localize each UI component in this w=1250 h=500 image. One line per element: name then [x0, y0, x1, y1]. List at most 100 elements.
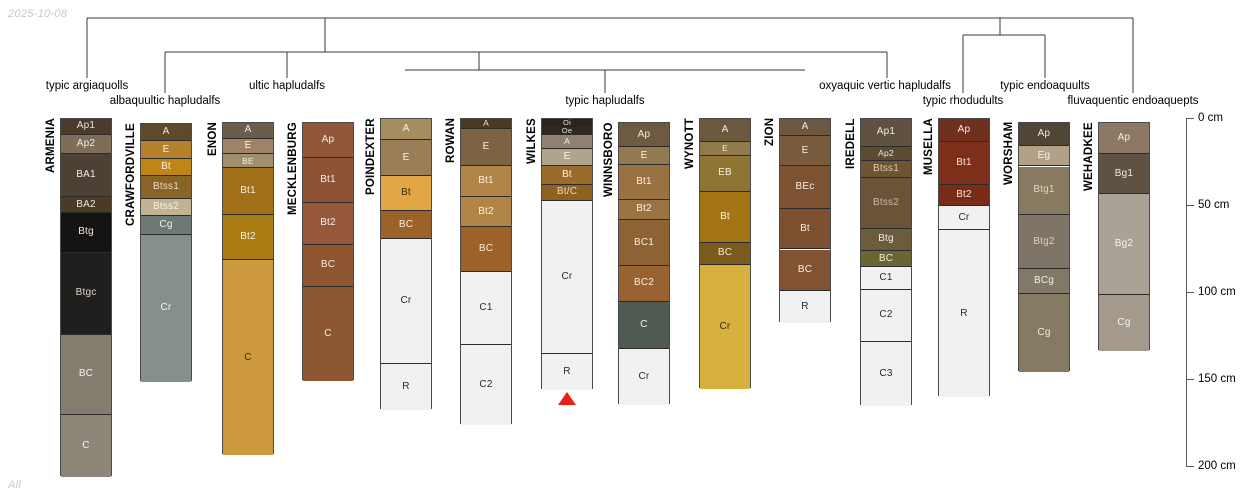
horizon-bc[interactable]: BC — [61, 334, 111, 415]
horizon-bg1[interactable]: Bg1 — [1099, 154, 1149, 195]
horizon-e[interactable]: E — [780, 136, 830, 166]
profile-column[interactable]: Oi Oe A E Bt Bt/C Cr R — [541, 118, 593, 391]
horizon-ba1[interactable]: BA1 — [61, 153, 111, 198]
horizon-e[interactable]: E — [461, 129, 511, 166]
horizon-btg1[interactable]: Btg1 — [1019, 166, 1069, 216]
horizon-oi[interactable]: Oi — [542, 119, 592, 128]
horizon-ap[interactable]: Ap — [619, 123, 669, 148]
horizon-cr[interactable]: Cr — [141, 235, 191, 382]
profile-column[interactable]: Ap1 Ap2 BA1 BA2 Btg Btgc BC C — [60, 118, 112, 478]
horizon-c2[interactable]: C2 — [461, 345, 511, 426]
horizon-cr[interactable]: Cr — [619, 349, 669, 405]
horizon-c2[interactable]: C2 — [861, 289, 911, 342]
horizon-c1[interactable]: C1 — [461, 272, 511, 346]
horizon-bt[interactable]: Bt — [700, 192, 750, 243]
horizon-c[interactable]: C — [619, 302, 669, 350]
horizon-btss2[interactable]: Btss2 — [141, 198, 191, 217]
horizon-bt2[interactable]: Bt2 — [461, 197, 511, 227]
horizon-bt2[interactable]: Bt2 — [939, 185, 989, 206]
horizon-bc[interactable]: BC — [303, 244, 353, 287]
profile-column[interactable]: Ap Eg Btg1 Btg2 BCg Cg — [1018, 122, 1070, 372]
horizon-r[interactable]: R — [542, 353, 592, 391]
horizon-bc1[interactable]: BC1 — [619, 220, 669, 266]
horizon-btg[interactable]: Btg — [861, 228, 911, 252]
profile-column[interactable]: A E Bt Btss1 Btss2 Cg Cr — [140, 123, 192, 382]
horizon-bc[interactable]: BC — [780, 249, 830, 292]
horizon-e[interactable]: E — [619, 147, 669, 165]
horizon-btss1[interactable]: Btss1 — [141, 176, 191, 199]
horizon-c1[interactable]: C1 — [861, 266, 911, 290]
horizon-a[interactable]: A — [780, 119, 830, 137]
horizon-r[interactable]: R — [939, 230, 989, 398]
profile-column[interactable]: Ap1 Ap2 Btss1 Btss2 Btg BC C1 C2 C3 — [860, 118, 912, 407]
horizon-a[interactable]: A — [461, 119, 511, 130]
horizon-btgc[interactable]: Btgc — [61, 252, 111, 335]
horizon-c[interactable]: C — [303, 286, 353, 381]
horizon-a[interactable]: A — [542, 134, 592, 149]
horizon-bt2[interactable]: Bt2 — [619, 199, 669, 221]
horizon-bt1[interactable]: Bt1 — [223, 168, 273, 216]
horizon-bc[interactable]: BC — [381, 211, 431, 240]
horizon-eg[interactable]: Eg — [1019, 145, 1069, 167]
horizon-a[interactable]: A — [700, 119, 750, 142]
profile-column[interactable]: A E EB Bt BC Cr — [699, 118, 751, 389]
horizon-e[interactable]: E — [542, 148, 592, 166]
horizon-btc[interactable]: Bt/C — [542, 185, 592, 201]
horizon-ap1[interactable]: Ap1 — [861, 119, 911, 147]
horizon-btss2[interactable]: Btss2 — [861, 178, 911, 229]
horizon-cg[interactable]: Cg — [1019, 293, 1069, 372]
horizon-ap1[interactable]: Ap1 — [61, 119, 111, 135]
profile-column[interactable]: Ap Bt1 Bt2 Cr R — [938, 118, 990, 398]
horizon-ap[interactable]: Ap — [1019, 123, 1069, 146]
horizon-bt[interactable]: Bt — [381, 176, 431, 212]
horizon-a[interactable]: A — [223, 123, 273, 139]
horizon-bt1[interactable]: Bt1 — [303, 157, 353, 204]
horizon-cr[interactable]: Cr — [700, 265, 750, 389]
horizon-bt1[interactable]: Bt1 — [619, 164, 669, 200]
horizon-e[interactable]: E — [700, 141, 750, 156]
horizon-oe[interactable]: Oe — [542, 127, 592, 135]
horizon-bec[interactable]: BEc — [780, 165, 830, 210]
profile-column[interactable]: A E BEc Bt BC R — [779, 118, 831, 323]
horizon-e[interactable]: E — [141, 141, 191, 159]
horizon-a[interactable]: A — [381, 119, 431, 140]
horizon-e[interactable]: E — [381, 139, 431, 177]
horizon-ap[interactable]: Ap — [1099, 123, 1149, 155]
profile-column[interactable]: Ap Bg1 Bg2 Cg — [1098, 122, 1150, 351]
horizon-r[interactable]: R — [780, 291, 830, 323]
profile-column[interactable]: A E Bt1 Bt2 BC C1 C2 — [460, 118, 512, 426]
horizon-bc[interactable]: BC — [861, 251, 911, 267]
horizon-e[interactable]: E — [223, 138, 273, 155]
horizon-cg[interactable]: Cg — [1099, 295, 1149, 351]
horizon-cr[interactable]: Cr — [542, 200, 592, 354]
profile-column[interactable]: A E Bt BC Cr R — [380, 118, 432, 410]
profile-column[interactable]: A E BE Bt1 Bt2 C — [222, 122, 274, 456]
horizon-c3[interactable]: C3 — [861, 341, 911, 407]
horizon-eb[interactable]: EB — [700, 155, 750, 193]
horizon-ap2[interactable]: Ap2 — [861, 146, 911, 161]
horizon-bcg[interactable]: BCg — [1019, 269, 1069, 294]
horizon-ap2[interactable]: Ap2 — [61, 134, 111, 154]
horizon-bt[interactable]: Bt — [542, 165, 592, 186]
horizon-a[interactable]: A — [141, 124, 191, 142]
horizon-be[interactable]: BE — [223, 154, 273, 169]
horizon-ap[interactable]: Ap — [939, 119, 989, 142]
horizon-r[interactable]: R — [381, 364, 431, 410]
horizon-bc[interactable]: BC — [461, 226, 511, 273]
horizon-ap[interactable]: Ap — [303, 123, 353, 158]
horizon-c[interactable]: C — [61, 414, 111, 478]
horizon-bt2[interactable]: Bt2 — [303, 203, 353, 245]
horizon-btg[interactable]: Btg — [61, 212, 111, 253]
profile-column[interactable]: Ap Bt1 Bt2 BC C — [302, 122, 354, 381]
horizon-cr[interactable]: Cr — [381, 239, 431, 365]
horizon-bc2[interactable]: BC2 — [619, 265, 669, 303]
horizon-cr[interactable]: Cr — [939, 206, 989, 231]
horizon-bc[interactable]: BC — [700, 242, 750, 266]
horizon-ba2[interactable]: BA2 — [61, 197, 111, 213]
horizon-bt2[interactable]: Bt2 — [223, 215, 273, 261]
horizon-btg2[interactable]: Btg2 — [1019, 215, 1069, 270]
horizon-bg2[interactable]: Bg2 — [1099, 194, 1149, 296]
horizon-bt[interactable]: Bt — [141, 158, 191, 177]
horizon-bt1[interactable]: Bt1 — [461, 165, 511, 198]
horizon-bt[interactable]: Bt — [780, 209, 830, 250]
